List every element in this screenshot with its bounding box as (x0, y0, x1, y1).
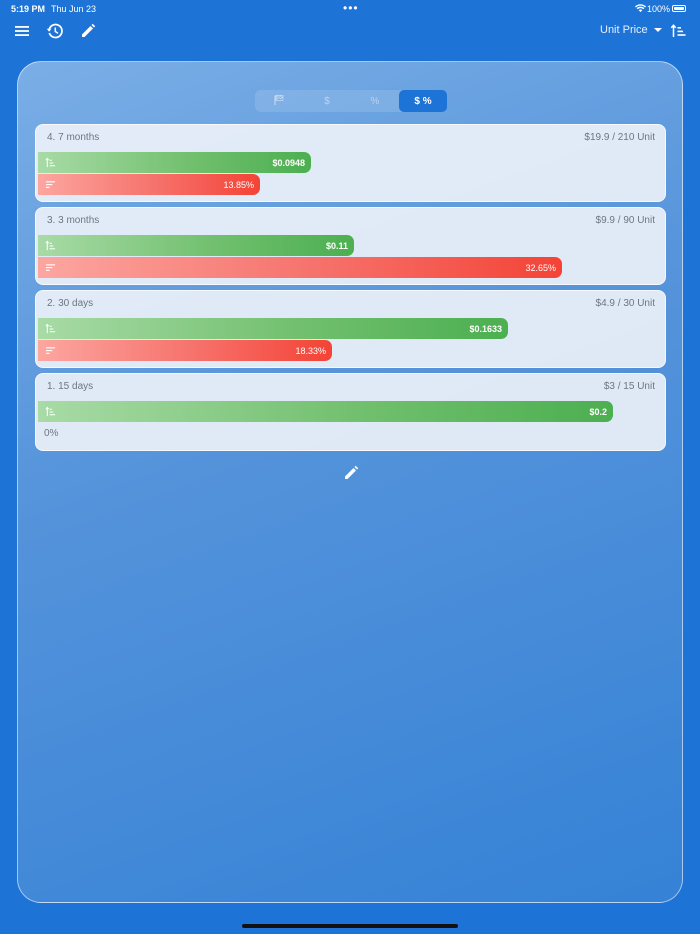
toolbar: Unit Price (0, 18, 700, 44)
plan-card[interactable]: 2. 30 days $4.9 / 30 Unit $0.1633 18.33% (35, 290, 666, 368)
caret-down-icon (653, 28, 662, 32)
wifi-icon (635, 4, 646, 15)
unit-price-value: $0.2 (589, 406, 607, 417)
plan-price: $4.9 / 30 Unit (595, 298, 655, 309)
savings-bar[interactable]: 13.85% (38, 174, 260, 195)
unit-price-value: $0.0948 (272, 157, 305, 168)
sort-ascending-icon (45, 240, 56, 251)
segment-percent[interactable]: % (370, 95, 380, 107)
sort-descending-icon (45, 262, 56, 273)
plan-price: $9.9 / 90 Unit (595, 215, 655, 226)
sort-ascending-icon (45, 323, 56, 334)
sort-dropdown-label: Unit Price (600, 24, 648, 36)
comparison-panel: $ % $ % 4. 7 months $19.9 / 210 Unit $0.… (17, 61, 683, 903)
history-icon[interactable] (46, 22, 64, 40)
sort-dropdown[interactable]: Unit Price (600, 24, 662, 36)
display-mode-segmented-control: $ % $ % (255, 90, 447, 112)
savings-value: 13.85% (223, 179, 254, 190)
plan-price: $19.9 / 210 Unit (584, 132, 655, 143)
unit-price-bar[interactable]: $0.2 (38, 401, 613, 422)
flag-icon (273, 94, 285, 109)
plan-card[interactable]: 4. 7 months $19.9 / 210 Unit $0.0948 13.… (35, 124, 666, 202)
segment-dollar-percent[interactable]: $ % (399, 90, 447, 112)
battery-percent: 100% (647, 4, 671, 14)
savings-value: 0% (44, 428, 59, 439)
status-time: 5:19 PM (11, 4, 46, 14)
segment-flag[interactable] (255, 90, 303, 112)
sort-descending-icon (45, 345, 56, 356)
savings-bar[interactable]: 32.65% (38, 257, 562, 278)
plan-card[interactable]: 1. 15 days $3 / 15 Unit $0.2 0% (35, 373, 666, 451)
status-date: Thu Jun 23 (51, 4, 97, 14)
unit-price-bar[interactable]: $0.1633 (38, 318, 508, 339)
savings-value: 18.33% (295, 345, 326, 356)
sort-descending-icon (45, 179, 56, 190)
battery-icon (672, 5, 686, 12)
sort-ascending-icon[interactable] (670, 22, 688, 40)
plan-title: 3. 3 months (47, 215, 100, 226)
unit-price-bar[interactable]: $0.11 (38, 235, 354, 256)
savings-bar[interactable]: 18.33% (38, 340, 332, 361)
plan-title: 1. 15 days (47, 381, 94, 392)
edit-icon[interactable] (342, 464, 360, 482)
multitasking-dots[interactable]: ••• (343, 1, 359, 15)
plan-price: $3 / 15 Unit (603, 381, 655, 392)
menu-icon[interactable] (13, 22, 31, 40)
unit-price-bar[interactable]: $0.0948 (38, 152, 311, 173)
unit-price-value: $0.11 (325, 240, 348, 251)
status-bar: 5:19 PM Thu Jun 23 ••• 100% (0, 0, 700, 18)
plan-title: 2. 30 days (47, 298, 94, 309)
segment-dollar[interactable]: $ (324, 95, 330, 107)
unit-price-value: $0.1633 (469, 323, 502, 334)
savings-value: 32.65% (525, 262, 556, 273)
sort-ascending-icon (45, 157, 56, 168)
plan-title: 4. 7 months (47, 132, 100, 143)
home-indicator (242, 924, 458, 928)
sort-ascending-icon (45, 406, 56, 417)
plan-card[interactable]: 3. 3 months $9.9 / 90 Unit $0.11 32.65% (35, 207, 666, 285)
edit-icon[interactable] (79, 22, 97, 40)
